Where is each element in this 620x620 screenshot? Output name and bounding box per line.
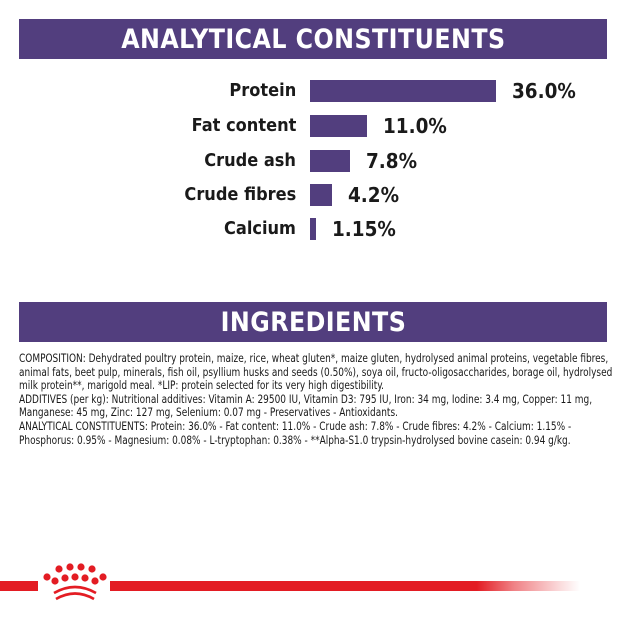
composition-text: COMPOSITION: Dehydrated poultry protein,…: [19, 351, 613, 393]
footer-stripe-right: [110, 581, 580, 591]
value-label: 36.0%: [512, 79, 576, 103]
value-label: 4.2%: [348, 183, 400, 207]
bar: [310, 218, 316, 240]
category-label: Calcium: [224, 218, 296, 239]
analytical-constituents-title: ANALYTICAL CONSTITUENTS: [120, 23, 506, 55]
bar: [310, 184, 332, 206]
crown-icon: [43, 563, 107, 601]
bar: [310, 80, 496, 102]
value-label: 1.15%: [332, 217, 396, 241]
category-label: Protein: [229, 80, 296, 101]
chart-row: Crude fibres 4.2%: [0, 183, 620, 207]
category-label: Fat content: [191, 115, 296, 136]
category-label: Crude fibres: [184, 184, 296, 205]
footer-stripe-left: [0, 581, 38, 591]
additives-text: ADDITIVES (per kg): Nutritional additive…: [19, 391, 593, 420]
chart-row: Calcium 1.15%: [0, 217, 620, 241]
analytical-constituents-bar-chart: Protein 36.0% Fat content 11.0% Crude ash 7.8…: [0, 0, 620, 260]
ingredients-title: INGREDIENTS: [220, 306, 406, 338]
bar: [310, 150, 350, 172]
chart-row: Crude ash 7.8%: [0, 149, 620, 173]
value-label: 11.0%: [383, 114, 447, 138]
chart-row: Protein 36.0%: [0, 79, 620, 103]
ingredients-header: INGREDIENTS: [19, 302, 607, 342]
ingredients-text-block: COMPOSITION: Dehydrated poultry protein,…: [19, 351, 619, 447]
bar: [310, 115, 367, 137]
analytical-constituents-header: ANALYTICAL CONSTITUENTS: [19, 19, 607, 59]
category-label: Crude ash: [204, 150, 296, 171]
chart-row: Fat content 11.0%: [0, 114, 620, 138]
analytical-constituents-text: ANALYTICAL CONSTITUENTS: Protein: 36.0% …: [19, 418, 572, 447]
value-label: 7.8%: [366, 149, 418, 173]
